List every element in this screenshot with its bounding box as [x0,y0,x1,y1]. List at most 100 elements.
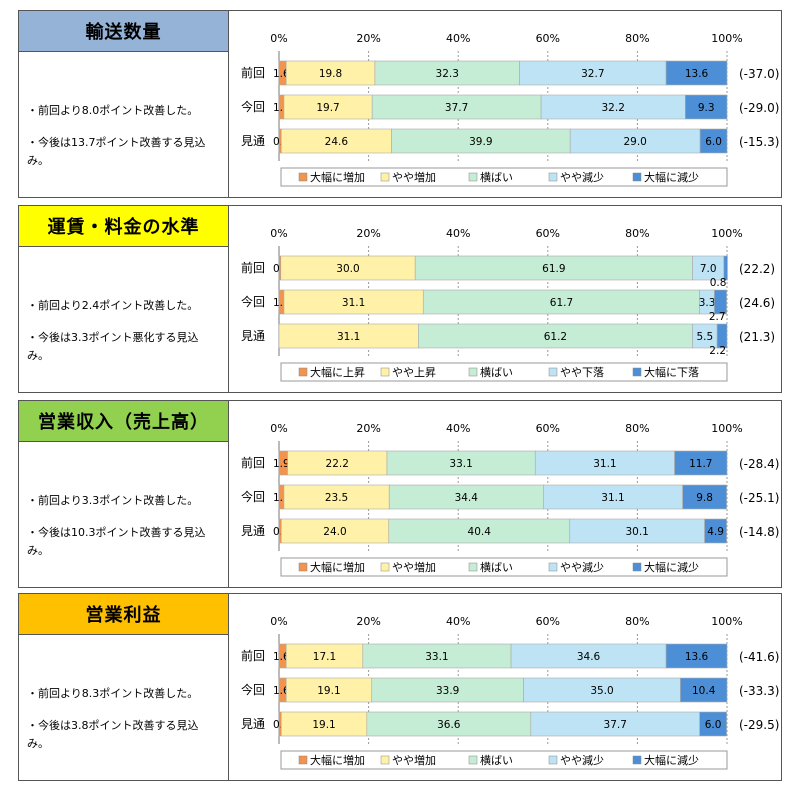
data-label: 1.6 [273,68,290,80]
data-label: 32.7 [581,68,604,80]
bar-segment [674,450,728,476]
legend-swatch [468,755,478,765]
panel-title: 輸送数量 [19,11,228,52]
tick-label: 0% [270,422,287,435]
data-label: 61.2 [544,331,567,343]
tick-label: 60% [536,32,560,45]
bar-segment [374,60,520,86]
bar-segment [699,711,727,737]
note-line: ・今後は13.7ポイント改善する見込み。 [27,136,206,167]
data-label: 10.4 [692,685,716,697]
data-label: 17.1 [313,651,336,663]
tick-label: 0% [270,227,287,240]
bar-segment [680,677,728,703]
data-label: 1.6 [273,651,290,663]
stacked-bar-chart: 0%20%40%60%80%100%前回0.430.061.97.00.8(22… [241,227,775,382]
category-label: 今回 [241,682,265,697]
data-label: 31.1 [342,297,365,309]
data-label: 39.9 [469,136,492,148]
data-label: 33.1 [425,651,448,663]
bar-segment [388,484,544,510]
bar-segment [280,128,392,154]
data-label: 4.9 [707,526,724,538]
category-label: 見通 [241,717,265,731]
tick-label: 40% [446,227,470,240]
legend-swatch [548,367,558,377]
legend-label: やや減少 [560,560,604,574]
data-label: 11.7 [689,458,712,470]
tick-label: 100% [711,227,742,240]
note-line: ・前回より3.3ポイント改善した。 [27,494,199,507]
bar-segment [366,711,532,737]
data-label: 32.2 [602,102,625,114]
bar-segment [685,94,728,120]
category-label: 今回 [241,294,265,309]
panel-title: 営業利益 [19,594,228,635]
note-line: ・今後は10.3ポイント改善する見込み。 [27,526,206,557]
tick-label: 0% [270,32,287,45]
panel-notes: ・前回より2.4ポイント改善した。 ・今後は3.3ポイント悪化する見込み。 [19,247,228,365]
data-label: 30.1 [625,526,648,538]
data-label: 37.7 [604,719,627,731]
di-value: (-28.4) [739,457,779,471]
data-label: 9.3 [698,102,715,114]
bar-segment [692,323,718,349]
chart-area: 0%20%40%60%80%100%前回0.430.061.97.00.8(22… [229,206,781,392]
legend-box [280,557,728,577]
bar-segment [414,255,693,281]
legend-label: 横ばい [480,170,513,184]
tick-label: 80% [625,227,649,240]
bar-segment [371,677,524,703]
tick-label: 40% [446,615,470,628]
legend-label: 横ばい [480,365,513,379]
data-label: 0.8 [710,277,727,289]
legend-swatch [298,367,308,377]
data-label: 2.7 [709,311,726,323]
data-label: 32.3 [436,68,459,80]
bar-segment [285,60,376,86]
legend-swatch [632,172,642,182]
legend-swatch [468,172,478,182]
legend-swatch [380,755,390,765]
legend-label: 大幅に増加 [310,753,365,767]
tick-label: 100% [711,422,742,435]
legend-label: 大幅に減少 [644,560,699,574]
data-label: 34.6 [577,651,601,663]
bar-segment [682,484,727,510]
di-value: (21.3) [739,330,775,344]
bar-segment [704,518,727,544]
bar-segment [280,255,416,281]
legend-swatch [380,562,390,572]
data-label: 19.1 [317,685,340,697]
tick-label: 60% [536,227,560,240]
tick-label: 0% [270,615,287,628]
legend-label: 大幅に増加 [310,170,365,184]
data-label: 13.6 [685,68,709,80]
bar-segment [287,450,388,476]
legend-label: やや減少 [560,170,604,184]
panel-title: 運賃・料金の水準 [19,206,228,247]
legend-swatch [548,172,558,182]
legend-label: 大幅に下落 [644,365,699,379]
di-value: (-15.3) [739,135,779,149]
bar-segment [283,484,390,510]
note-line: ・前回より8.0ポイント改善した。 [27,104,199,117]
data-label: 40.4 [468,526,492,538]
legend-swatch [298,755,308,765]
data-label: 35.0 [590,685,613,697]
category-label: 見通 [241,524,265,538]
panel-1: 運賃・料金の水準 ・前回より2.4ポイント改善した。 ・今後は3.3ポイント悪化する… [18,205,782,393]
legend-label: やや増加 [392,561,436,574]
bar-segment [665,60,728,86]
di-value: (24.6) [739,296,775,310]
bar-segment [665,643,728,669]
legend-swatch [380,172,390,182]
legend-label: 横ばい [480,753,513,767]
tick-label: 20% [356,615,380,628]
data-label: 13.6 [685,651,709,663]
category-label: 前回 [241,648,265,663]
data-label: 30.0 [336,263,359,275]
tick-label: 20% [356,227,380,240]
legend-box [280,167,728,187]
category-label: 前回 [241,260,265,275]
